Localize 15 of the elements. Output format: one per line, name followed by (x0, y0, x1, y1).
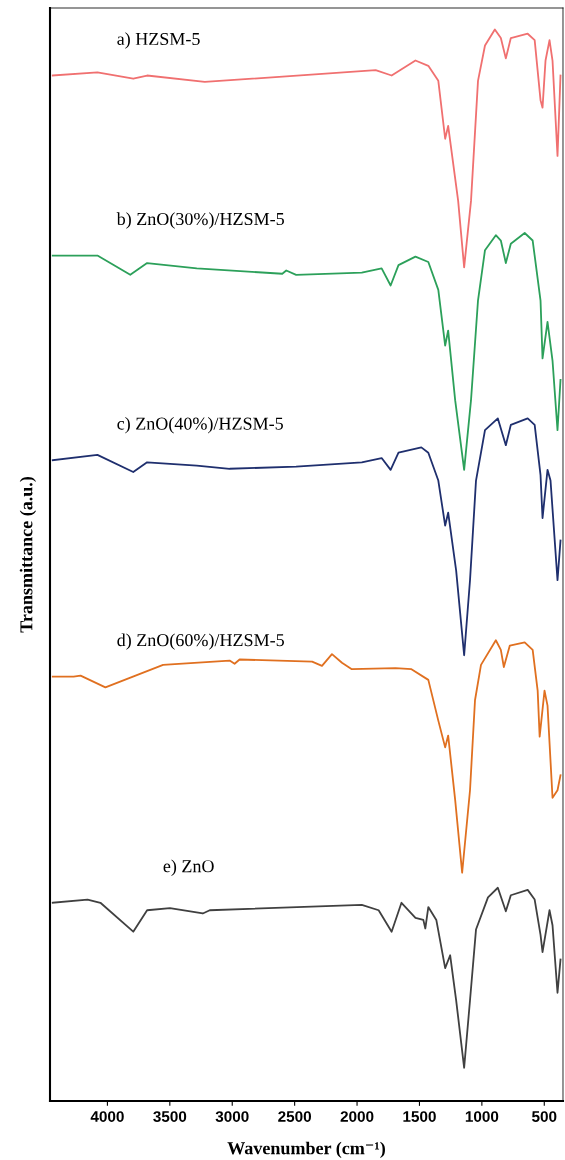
y-axis-title: Transmittance (a.u.) (19, 476, 37, 633)
x-tick-label: 1500 (403, 1111, 436, 1122)
x-tick-label: 2000 (340, 1111, 374, 1122)
x-tick-label: 3500 (153, 1111, 187, 1122)
x-tick-label: 2500 (278, 1111, 312, 1122)
annotation: d) ZnO(60%)/HZSM-5 (117, 633, 284, 650)
x-tick-label: 1000 (465, 1111, 499, 1122)
x-tick-label: 3000 (215, 1111, 249, 1122)
x-tick-label: 4000 (90, 1111, 124, 1122)
x-axis-title: Wavenumber (cm⁻¹) (227, 1141, 385, 1158)
annotation: c) ZnO(40%)/HZSM-5 (117, 417, 283, 434)
annotation: e) ZnO (163, 859, 214, 876)
x-tick-label: 500 (532, 1111, 557, 1122)
annotation: b) ZnO(30%)/HZSM-5 (116, 212, 284, 229)
annotation: a) HZSM-5 (117, 32, 200, 49)
